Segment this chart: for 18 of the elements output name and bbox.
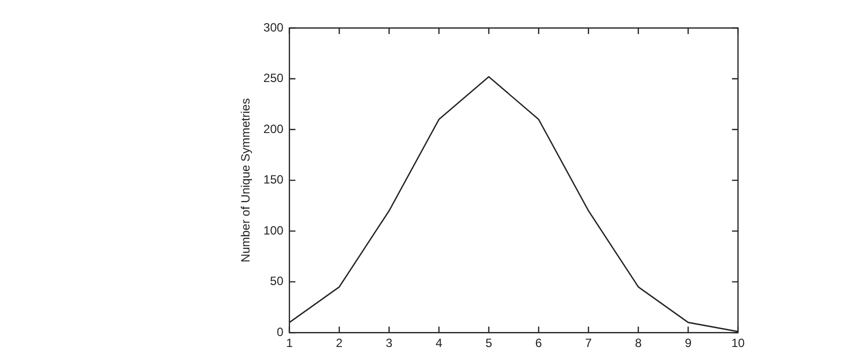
x-tick-label: 1 [286,336,294,350]
x-tick-label: 10 [731,336,745,350]
y-tick-label: 0 [276,324,284,339]
x-tick-label: 9 [684,336,692,350]
y-axis-title: Number of Unique Symmetries [238,98,253,262]
x-tick-label: 8 [634,336,642,350]
x-tick-label: 2 [336,336,343,350]
x-tick-label: 5 [485,336,492,350]
y-tick-label: 200 [263,122,284,136]
x-tick-label: 6 [535,336,542,350]
y-tick-label: 250 [263,71,284,86]
y-tick-label: 300 [263,20,284,34]
y-tick-label: 150 [263,172,284,187]
y-tick-label: 50 [270,274,284,288]
y-tick-label: 100 [263,223,284,238]
x-tick-label: 3 [386,336,393,350]
x-tick-label: 4 [436,336,443,350]
x-tick-label: 7 [585,336,592,350]
